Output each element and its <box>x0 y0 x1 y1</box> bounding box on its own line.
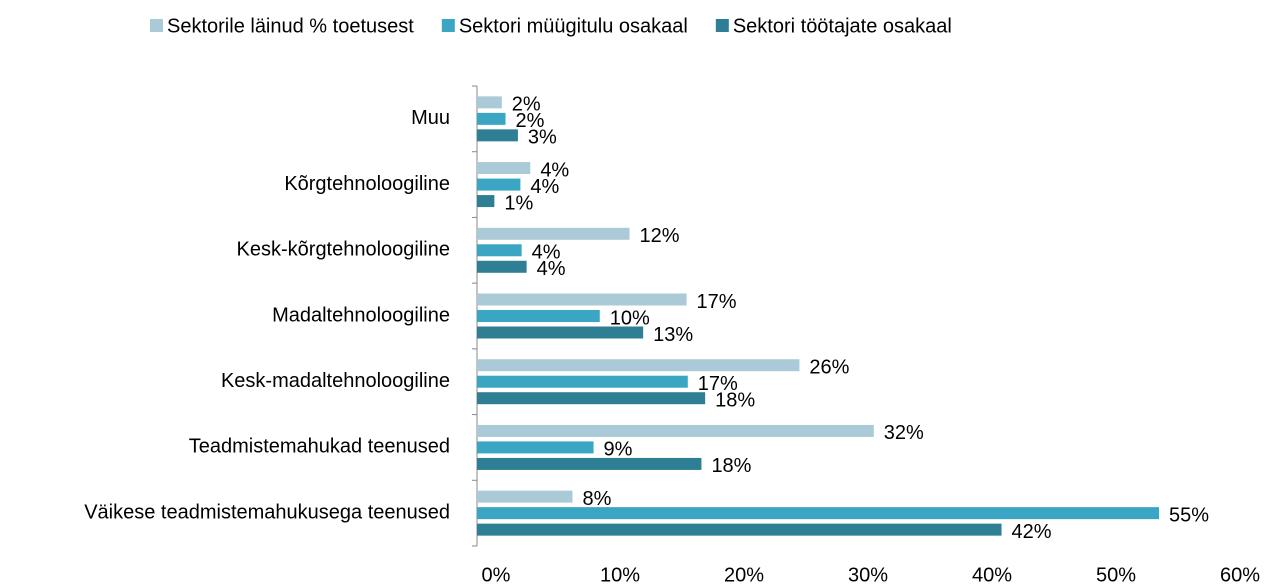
data-label: 18% <box>711 455 751 477</box>
x-tick-label: 0% <box>482 564 511 586</box>
data-label: 17% <box>697 291 737 313</box>
bar <box>477 457 702 470</box>
category-label: Väikese teadmistemahukusega teenused <box>84 501 450 523</box>
x-tick-label: 20% <box>724 564 764 586</box>
data-label: 2% <box>512 94 541 116</box>
data-label: 3% <box>528 127 557 149</box>
legend-label: Sektori töötajate osakaal <box>733 15 952 37</box>
bar <box>477 195 495 208</box>
bar <box>477 490 573 503</box>
category-label: Madaltehnoloogiline <box>272 304 450 326</box>
bar <box>477 227 630 240</box>
bar <box>477 129 518 142</box>
bar <box>477 441 594 454</box>
bar <box>477 162 531 175</box>
data-label: 42% <box>1012 521 1052 543</box>
data-label: 55% <box>1169 504 1209 526</box>
data-label: 8% <box>582 488 611 510</box>
bar <box>477 178 521 191</box>
x-tick-label: 60% <box>1220 564 1260 586</box>
legend-label: Sektori müügitulu osakaal <box>459 15 688 37</box>
data-label: 4% <box>530 176 559 198</box>
category-label: Muu <box>411 107 450 129</box>
data-label: 13% <box>653 324 693 346</box>
bar <box>477 507 1159 520</box>
data-label: 4% <box>532 242 561 264</box>
legend-swatch <box>441 19 455 32</box>
bar <box>477 310 600 322</box>
legend-swatch <box>150 19 163 32</box>
data-label: 1% <box>504 192 533 214</box>
category-label: Kesk-madaltehnoloogiline <box>221 370 450 392</box>
data-label: 26% <box>809 356 849 378</box>
bar <box>477 326 644 339</box>
data-label: 18% <box>715 389 755 411</box>
bar <box>477 359 800 372</box>
category-label: Teadmistemahukad teenused <box>189 436 450 458</box>
data-label: 32% <box>884 422 924 444</box>
data-label: 2% <box>516 110 545 132</box>
data-label: 4% <box>537 258 566 280</box>
legend-swatch <box>715 19 729 32</box>
x-tick-label: 50% <box>1096 564 1136 586</box>
data-label: 4% <box>540 159 569 181</box>
bar <box>477 392 706 405</box>
data-label: 9% <box>604 439 633 461</box>
category-label: Kõrgtehnoloogiline <box>284 173 450 195</box>
bar <box>477 112 506 125</box>
data-label: 17% <box>698 373 738 395</box>
bar <box>477 244 522 257</box>
bar <box>477 424 874 437</box>
x-tick-label: 30% <box>848 564 888 586</box>
bar <box>477 523 1002 536</box>
bar <box>477 293 687 306</box>
category-label: Kesk-kõrgtehnoloogiline <box>237 239 450 261</box>
bar <box>477 375 688 388</box>
x-tick-label: 10% <box>600 564 640 586</box>
data-label: 10% <box>610 307 650 329</box>
x-tick-label: 40% <box>972 564 1012 586</box>
bar <box>477 96 502 109</box>
legend-label: Sektorile läinud % toetusest <box>167 15 414 37</box>
data-label: 12% <box>640 225 680 247</box>
bar <box>477 260 527 273</box>
